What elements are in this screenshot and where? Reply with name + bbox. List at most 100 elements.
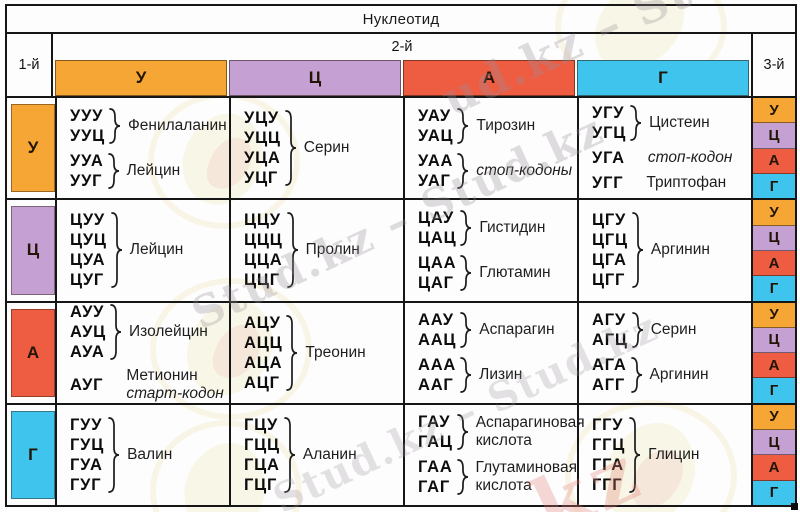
codon-group: ГУУ ГУЦ ГУА ГУГ Валин [70,415,227,495]
codon-group: УЦУ УЦЦ УЦА УЦГ Серин [244,108,401,188]
third-position-label: У [753,98,795,124]
codon-list: ЦАУ ЦАЦ [418,208,456,248]
amino-acid-label: Лейцин [129,241,184,259]
first-position-label: Ц [11,206,55,295]
codon: АГГ [592,376,626,395]
codon: ГГЦ [592,435,626,454]
corner-mark [791,503,798,510]
amino-acid-label: Глутаминовая [475,459,577,477]
codon: УГУ [592,104,625,123]
amino-acid-label: Тирозин [476,116,536,134]
codon: УАГ [418,171,451,190]
codon-group: АУУ АУЦ АУА Изолейцин [70,302,227,362]
codon-group: УУА УУГ Лейцин [70,151,227,191]
codon-list: ААУ ААЦ [418,310,456,350]
amino-acid-labels: Гистидин [479,219,545,237]
codon-group: ЦАА ЦАГ Глютамин [418,253,575,293]
amino-acid-label: Гистидин [479,218,546,236]
codon-cell: ЦАУ ЦАЦ Гистидин ЦАА ЦАГ Глютамин [405,200,579,301]
amino-acid-label: Изолейцин [129,323,208,341]
codon: ГЦЦ [244,435,280,454]
amino-acid-label: Глютамин [479,263,551,281]
codon: УГА [592,149,625,168]
codon: ЦГЦ [592,231,628,250]
codon-list: ЦУУ ЦУЦ ЦУА ЦУГ [70,210,107,290]
codon-list: УГУ УГЦ [592,103,626,143]
third-position-label: А [753,148,795,174]
second-position-header-cell: А [403,60,575,96]
codon: ААУ [418,311,454,330]
bracket-icon [631,312,643,348]
bracket-icon [460,210,472,246]
bracket-icon [284,110,296,186]
third-position-label: Г [753,276,795,301]
codon-group: ЦЦУ ЦЦЦ ЦЦА ЦЦГ Пролин [244,210,401,290]
third-position-label: Г [753,480,795,505]
first-position-label: А [11,308,55,397]
codon: ААГ [418,376,454,395]
codon: УГЦ [592,124,627,143]
codon-group: ЦУУ ЦУЦ ЦУА ЦУГ Лейцин [70,210,227,290]
codon: ЦГГ [592,271,626,290]
amino-acid-label: кислота [475,477,532,495]
amino-acid-label: Аспарагиновая [475,414,585,432]
codon-cell: ААУ ААЦ Аспарагин ААА ААГ Лизин [405,302,579,403]
codon-group: ААУ ААЦ Аспарагин [418,310,575,350]
codon: УУУ [70,106,104,125]
first-position-cell: А [7,302,57,403]
table-row: Ц ЦУУ ЦУЦ ЦУА ЦУГ Лейцин ЦЦУ ЦЦЦ ЦЦА ЦЦГ Пролин ЦАУ… [7,200,795,303]
codon-list: АЦУ АЦЦ АЦА АЦГ [244,313,282,393]
amino-acid-labels: Пролин [306,241,360,259]
codon-list: ГЦУ ГЦЦ ГЦА ГЦГ [244,415,280,495]
third-position-label: У [753,302,795,328]
amino-acid-labels: стоп-кодон [648,149,732,167]
codon-list: ЦГУ ЦГЦ ЦГА ЦГГ [592,210,628,290]
amino-acid-labels: Глутаминовая кислота [475,459,577,495]
amino-acid-labels: Фенилаланин [128,117,227,135]
codon: ГЦА [244,455,280,474]
codon-list: ГУУ ГУЦ ГУА ГУГ [70,415,104,495]
codon-list: УГА [592,148,625,168]
table-title: Нуклеотид [7,6,795,34]
bracket-icon [457,107,469,144]
bracket-icon [110,304,122,360]
bracket-icon [630,357,642,393]
bracket-icon [109,107,121,144]
first-position-cell: Г [7,404,57,505]
codon: ГУУ [70,415,103,434]
codon: АЦГ [244,373,280,392]
amino-acid-labels: Цистеин [649,114,710,132]
amino-acid-labels: Метионин старт-кодон [126,367,223,403]
codon: ЦУГ [70,271,105,290]
amino-acid-labels: стоп-кодоны [476,162,572,180]
amino-acid-labels: Триптофан [646,174,726,192]
first-position-cell: У [7,98,57,199]
third-position-label: Ц [753,430,795,456]
third-position-label: Ц [753,123,795,149]
amino-acid-label: Серин [650,321,697,339]
first-position-label: Г [11,410,55,499]
codon: ГАЦ [418,433,453,452]
codon-list: УУА УУГ [70,151,104,191]
second-position-header-cell: У [55,60,227,96]
amino-acid-label: стоп-кодоны [476,161,573,179]
codon: ГГГ [592,475,623,494]
amino-acid-label: старт-кодон [126,385,224,403]
codon-cell: УУУ УУЦ Фенилаланин УУА УУГ Лейцин [57,98,231,199]
amino-acid-labels: Тирозин [476,117,535,135]
codon-group: АЦУ АЦЦ АЦА АЦГ Треонин [244,313,401,393]
amino-acid-label: Аргинин [649,366,709,384]
codon-cell: ЦУУ ЦУЦ ЦУА ЦУГ Лейцин [57,200,231,301]
codon-group: АУГ Метионин старт-кодон [70,367,227,403]
amino-acid-labels: Аспарагиновая кислота [475,414,585,450]
amino-acid-labels: Аргинин [650,366,709,384]
codon: УЦУ [244,109,279,128]
codon: ГАА [418,458,453,477]
bracket-icon [632,212,643,289]
codon: АЦУ [244,313,281,332]
amino-acid-label: Фенилаланин [127,116,227,134]
bracket-icon [108,417,120,493]
